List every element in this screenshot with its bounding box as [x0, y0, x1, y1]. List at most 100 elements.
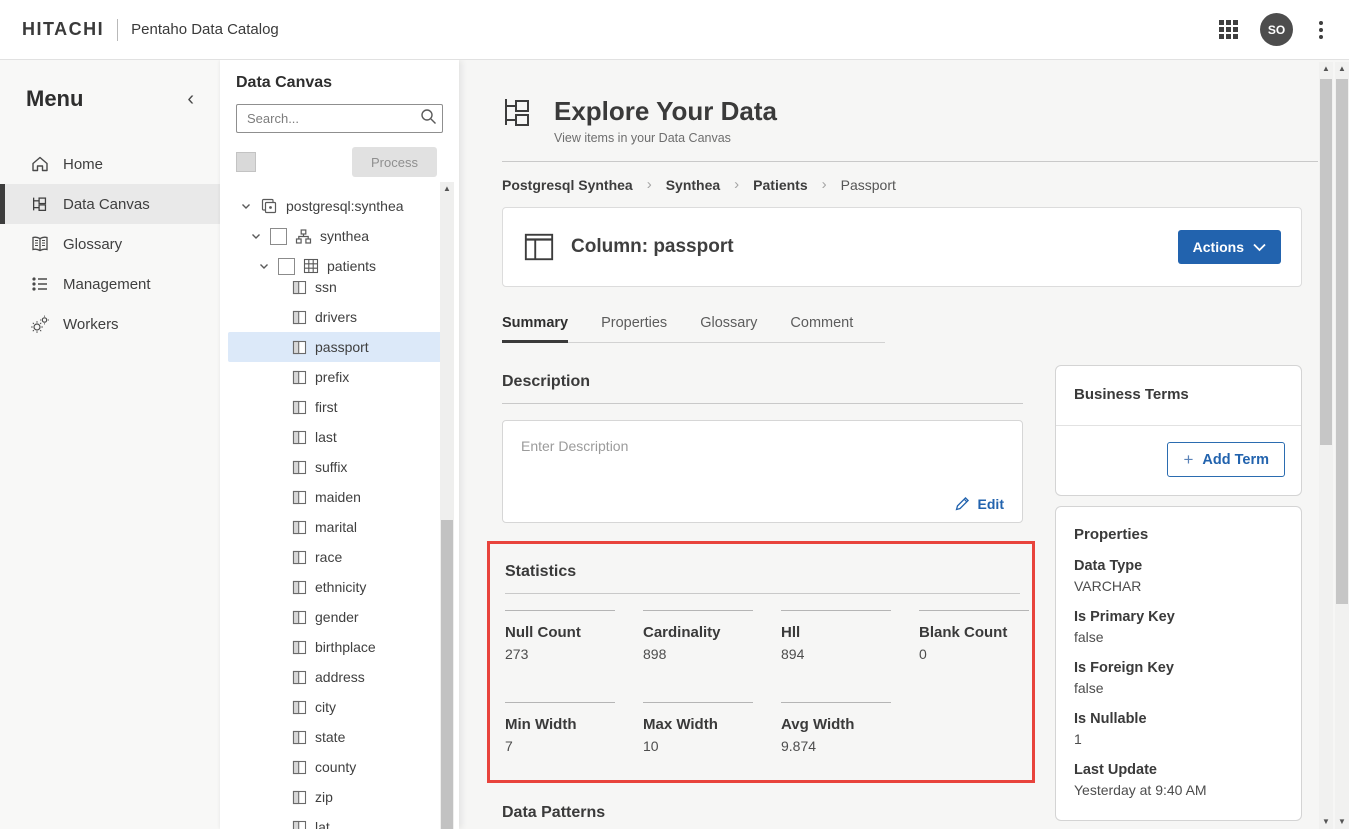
scroll-down-icon[interactable]: ▼	[1322, 817, 1330, 826]
breadcrumb-item-current: Passport	[840, 176, 896, 193]
sidebar-item-data-canvas[interactable]: Data Canvas	[0, 184, 220, 224]
tree-node-schema[interactable]: synthea	[228, 221, 442, 251]
collapse-menu-icon[interactable]: ‹	[187, 88, 194, 110]
section-divider	[502, 403, 1023, 404]
tree-column-ssn[interactable]: ssn	[228, 281, 442, 302]
stat-blank-count: Blank Count 0	[919, 610, 1029, 662]
scrollbar-thumb[interactable]	[441, 520, 453, 829]
tree-column-city[interactable]: city	[228, 692, 442, 722]
sidebar-item-home[interactable]: Home	[0, 144, 220, 184]
data-canvas-panel: Data Canvas Process postgresql:sy	[220, 60, 459, 829]
data-canvas-icon	[30, 194, 50, 214]
scroll-down-icon[interactable]: ▼	[1338, 817, 1346, 826]
column-icon	[292, 700, 307, 715]
description-heading: Description	[502, 373, 591, 390]
breadcrumb-separator-icon: ›	[646, 176, 652, 193]
tab-summary[interactable]: Summary	[502, 315, 569, 343]
breadcrumb-item[interactable]: Synthea	[665, 176, 721, 193]
tree-column-lat[interactable]: lat	[228, 812, 442, 829]
property-data-type: Data Type VARCHAR	[1074, 558, 1283, 594]
property-label: Data Type	[1074, 558, 1143, 574]
description-box[interactable]: Enter Description Edit	[502, 420, 1023, 523]
table-icon	[303, 258, 319, 274]
sidebar-item-management[interactable]: Management	[0, 264, 220, 304]
tree-column-first[interactable]: first	[228, 392, 442, 422]
scroll-up-icon[interactable]: ▲	[443, 184, 451, 193]
breadcrumb-item[interactable]: Patients	[753, 176, 808, 193]
column-icon	[292, 340, 307, 355]
tree-column-race[interactable]: race	[228, 542, 442, 572]
stat-label: Cardinality	[643, 624, 721, 641]
stat-cardinality: Cardinality 898	[643, 610, 753, 662]
scroll-up-icon[interactable]: ▲	[1338, 64, 1346, 73]
tree-column-birthplace[interactable]: birthplace	[228, 632, 442, 662]
property-last-update: Last Update Yesterday at 9:40 AM	[1074, 762, 1283, 798]
tree-node-label: synthea	[320, 228, 370, 244]
tree-column-state[interactable]: state	[228, 722, 442, 752]
tree-node-datasource[interactable]: postgresql:synthea	[228, 191, 442, 221]
tree-column-marital[interactable]: marital	[228, 512, 442, 542]
tree-column-maiden[interactable]: maiden	[228, 482, 442, 512]
column-icon	[292, 820, 307, 829]
tree-column-county[interactable]: county	[228, 752, 442, 782]
tree-column-drivers[interactable]: drivers	[228, 302, 442, 332]
window-scrollbar[interactable]: ▲ ▼	[1335, 62, 1349, 829]
breadcrumb-item[interactable]: Postgresql Synthea	[502, 176, 633, 193]
search-icon[interactable]	[420, 108, 437, 125]
avatar[interactable]: SO	[1260, 13, 1293, 46]
add-term-button[interactable]: + Add Term	[1167, 442, 1285, 477]
stat-label: Blank Count	[919, 624, 1008, 641]
content-scrollbar[interactable]: ▲ ▼	[1319, 62, 1333, 829]
schema-icon	[295, 228, 312, 245]
property-value: Yesterday at 9:40 AM	[1074, 782, 1207, 798]
kebab-menu-icon[interactable]	[1315, 17, 1327, 43]
tree-node-checkbox[interactable]	[270, 227, 287, 245]
glossary-book-icon	[30, 234, 50, 254]
column-icon	[292, 640, 307, 655]
select-all-checkbox[interactable]	[236, 152, 256, 172]
scrollbar-thumb[interactable]	[1336, 79, 1348, 604]
actions-button[interactable]: Actions	[1177, 230, 1281, 264]
tab-comment[interactable]: Comment	[790, 315, 854, 331]
tree-column-label: state	[315, 729, 346, 745]
tree-column-label: city	[315, 699, 336, 715]
tree-column-label: prefix	[315, 369, 350, 385]
tree-column-label: race	[315, 549, 343, 565]
tree-column-ethnicity[interactable]: ethnicity	[228, 572, 442, 602]
process-button[interactable]: Process	[352, 147, 437, 177]
property-label: Last Update	[1074, 762, 1157, 778]
chevron-down-icon[interactable]	[258, 260, 270, 272]
tree-column-prefix[interactable]: prefix	[228, 362, 442, 392]
tree-column-label: suffix	[315, 459, 348, 475]
business-terms-card: Business Terms + Add Term	[1055, 365, 1302, 496]
tab-properties[interactable]: Properties	[601, 315, 668, 331]
scroll-up-icon[interactable]: ▲	[1322, 64, 1330, 73]
breadcrumb-separator-icon: ›	[821, 176, 827, 193]
tree-column-last[interactable]: last	[228, 422, 442, 452]
tree-column-gender[interactable]: gender	[228, 602, 442, 632]
edit-description-button[interactable]: Edit	[954, 496, 1004, 512]
stat-hll: Hll 894	[781, 610, 891, 662]
sidebar-item-glossary[interactable]: Glossary	[0, 224, 220, 264]
scrollbar-thumb[interactable]	[1320, 79, 1332, 445]
apps-grid-icon[interactable]	[1219, 20, 1238, 39]
tab-glossary[interactable]: Glossary	[700, 315, 758, 331]
chevron-down-icon[interactable]	[240, 200, 252, 212]
tree-node-table[interactable]: patients	[228, 251, 442, 281]
tree-column-suffix[interactable]: suffix	[228, 452, 442, 482]
chevron-down-icon[interactable]	[250, 230, 262, 242]
description-placeholder: Enter Description	[521, 438, 629, 454]
entity-card: Column: passport Actions	[502, 207, 1302, 287]
tree-column-passport[interactable]: passport	[228, 332, 442, 362]
tree-column-address[interactable]: address	[228, 662, 442, 692]
chevron-down-icon	[1253, 243, 1266, 251]
tree-scrollbar[interactable]: ▲	[440, 182, 454, 829]
search-input[interactable]	[236, 104, 443, 133]
tree-column-label: last	[315, 429, 337, 445]
tree-node-checkbox[interactable]	[278, 257, 295, 275]
plus-icon: +	[1183, 450, 1194, 469]
pencil-icon	[955, 496, 969, 511]
tree-column-label: lat	[315, 819, 330, 829]
tree-column-zip[interactable]: zip	[228, 782, 442, 812]
sidebar-item-workers[interactable]: Workers	[0, 304, 220, 344]
